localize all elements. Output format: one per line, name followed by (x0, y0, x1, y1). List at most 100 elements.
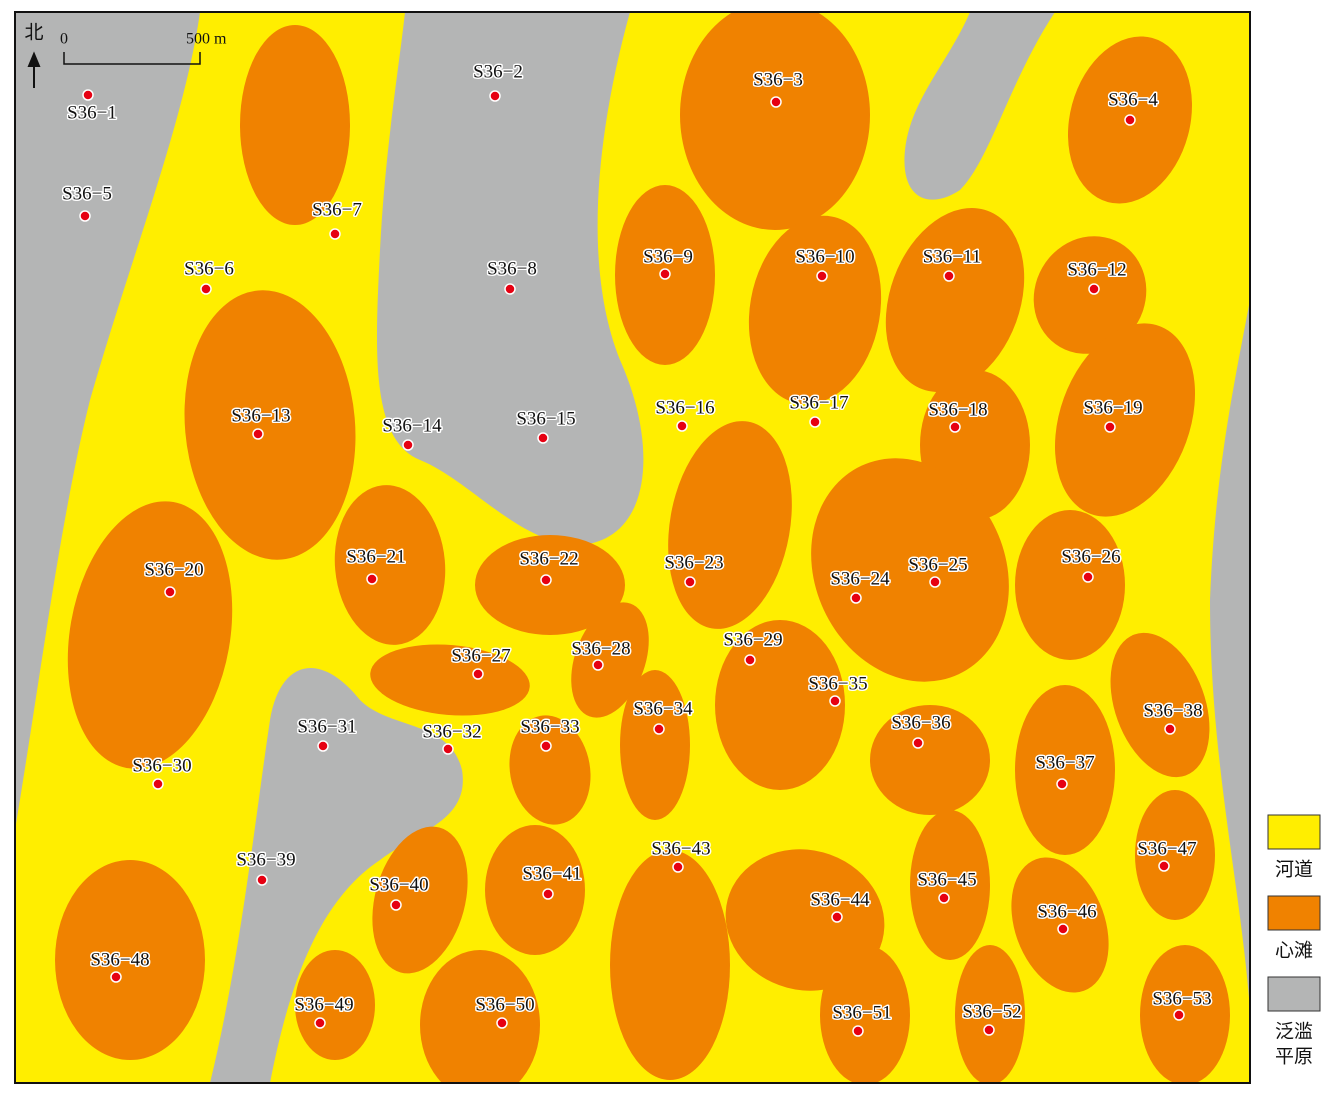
well-label: S36−30 (132, 755, 191, 776)
well-label: S36−32 (422, 721, 481, 742)
well-label: S36−49 (294, 994, 353, 1015)
braid-bar (334, 485, 446, 645)
well-point (79, 210, 91, 222)
well-label: S36−4 (1108, 89, 1158, 110)
braid-bar (420, 950, 540, 1083)
braid-bar (1015, 510, 1125, 660)
well-point (504, 283, 516, 295)
braid-bar (870, 705, 990, 815)
well-point (816, 270, 828, 282)
well-point (489, 90, 501, 102)
well-point (540, 740, 552, 752)
north-label: 北 (24, 21, 43, 43)
well-point (164, 586, 176, 598)
well-label: S36−23 (664, 552, 723, 573)
well-point (852, 1025, 864, 1037)
well-point (366, 573, 378, 585)
well-point (829, 695, 841, 707)
well-label: S36−26 (1061, 546, 1120, 567)
scale-end: 500 m (186, 31, 227, 48)
well-point (317, 740, 329, 752)
well-label: S36−24 (830, 568, 890, 589)
well-label: S36−48 (90, 949, 149, 970)
well-label: S36−37 (1035, 752, 1094, 773)
braid-bar (610, 850, 730, 1080)
well-label: S36−12 (1067, 259, 1126, 280)
braid-bar (55, 860, 205, 1060)
braid-bar (1140, 945, 1230, 1083)
well-label: S36−18 (928, 399, 987, 420)
well-label: S36−22 (519, 548, 578, 569)
well-point (540, 574, 552, 586)
well-point (252, 428, 264, 440)
legend-swatch (1267, 895, 1321, 931)
well-label: S36−3 (753, 69, 803, 90)
well-label: S36−52 (962, 1001, 1021, 1022)
well-label: S36−17 (789, 392, 848, 413)
well-point (770, 96, 782, 108)
scale-start: 0 (60, 31, 68, 48)
well-point (809, 416, 821, 428)
well-label: S36−31 (297, 716, 356, 737)
wells: S36−1 S36−2 S36−3 S36−4 S36−5 S36−6 S36−7 S36−8… (61, 60, 1213, 1037)
braid-bar (748, 215, 882, 405)
braid-bar (295, 950, 375, 1060)
braid-bar (1110, 632, 1210, 778)
braid-bar (571, 602, 649, 718)
well-label: S36−41 (522, 863, 581, 884)
well-point (1082, 571, 1094, 583)
braid-bar (1054, 323, 1196, 517)
well-label: S36−5 (62, 183, 112, 204)
well-point (537, 432, 549, 444)
well-label: S36−40 (369, 874, 428, 895)
well-point (256, 874, 268, 886)
well-point (442, 743, 454, 755)
well-point (329, 228, 341, 240)
well-label: S36−34 (633, 698, 693, 719)
well-point (592, 659, 604, 671)
well-label: S36−29 (723, 629, 782, 650)
well-point (744, 654, 756, 666)
well-label: S36−21 (346, 546, 405, 567)
well-point (653, 723, 665, 735)
braid-bar (668, 421, 792, 629)
well-label: S36−35 (808, 673, 867, 694)
well-point (1088, 283, 1100, 295)
well-label: S36−38 (1143, 700, 1202, 721)
well-point (949, 421, 961, 433)
well-point (1057, 923, 1069, 935)
well-label: S36−43 (651, 838, 710, 859)
well-point (542, 888, 554, 900)
well-point (1104, 421, 1116, 433)
well-label: S36−27 (451, 645, 510, 666)
well-point (152, 778, 164, 790)
well-label: S36−8 (487, 258, 537, 279)
well-label: S36−36 (891, 712, 950, 733)
well-point (1056, 778, 1068, 790)
braid-bar (811, 458, 1009, 682)
legend-label: 平原 (1275, 1046, 1313, 1067)
well-point (831, 911, 843, 923)
braid-bar (910, 810, 990, 960)
well-point (943, 270, 955, 282)
well-point (1173, 1009, 1185, 1021)
well-label: S36−7 (312, 199, 362, 220)
well-label: S36−33 (520, 716, 579, 737)
braid-bar (485, 825, 585, 955)
well-label: S36−11 (923, 246, 982, 267)
map-area (15, 12, 1250, 1083)
braid-bar (370, 644, 530, 716)
braid-bar (1135, 790, 1215, 920)
well-point (912, 737, 924, 749)
well-label: S36−46 (1037, 901, 1096, 922)
braid-bar (509, 715, 591, 825)
well-label: S36−39 (236, 849, 295, 870)
scale-bar (63, 52, 201, 65)
braid-bar (620, 670, 690, 820)
braid-bar (475, 535, 625, 635)
well-point (472, 668, 484, 680)
well-label: S36−50 (475, 994, 534, 1015)
well-point (659, 268, 671, 280)
